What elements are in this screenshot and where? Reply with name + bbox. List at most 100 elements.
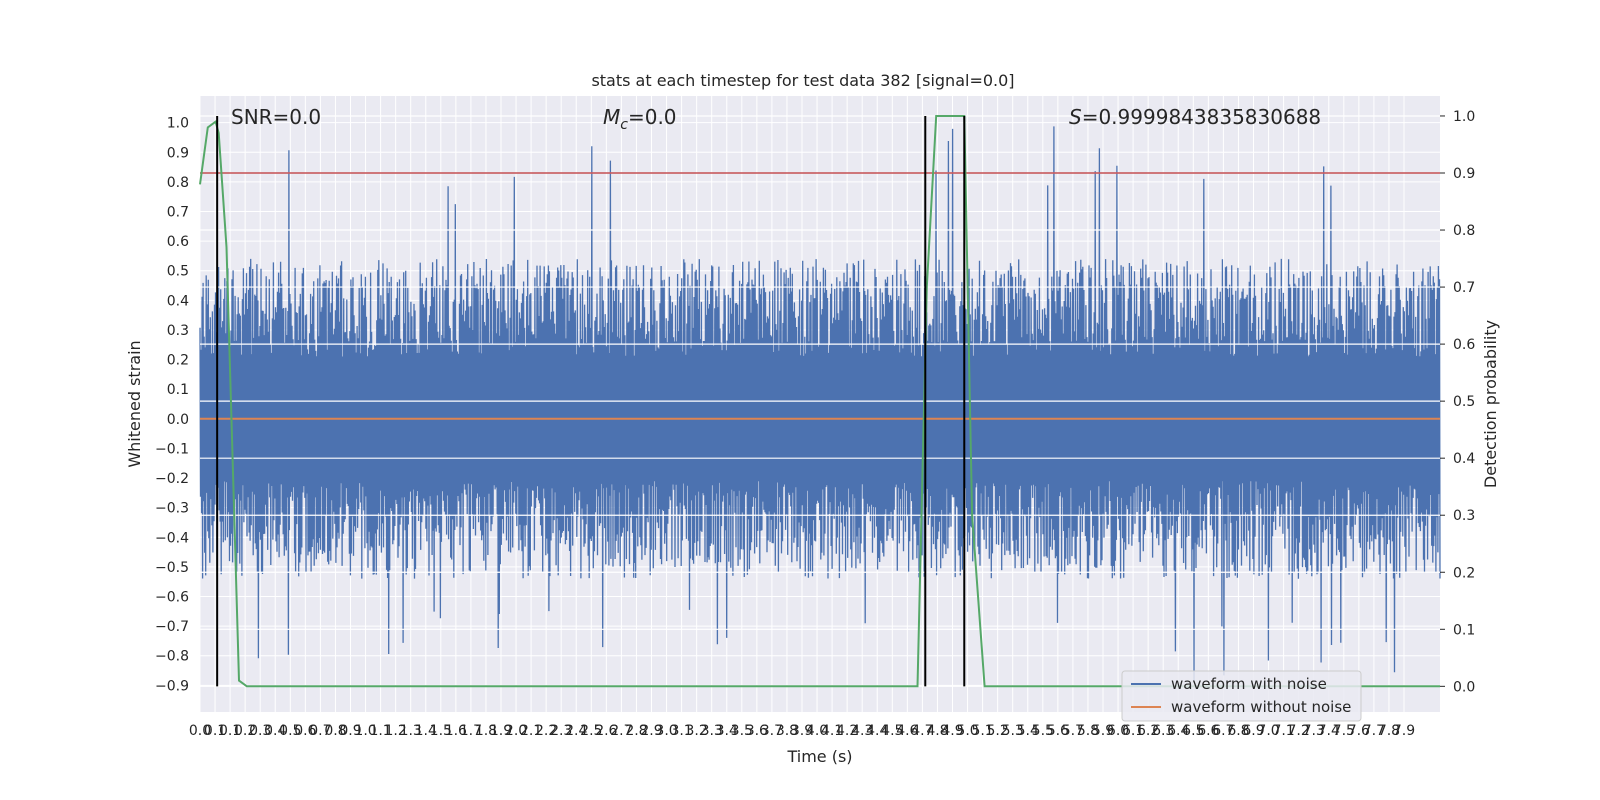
legend-label-clean: waveform without noise (1171, 698, 1351, 716)
x-tick-label: 0.1 (204, 723, 226, 739)
left-y-tick-label: −0.9 (155, 678, 189, 694)
right-y-tick-label: 0.2 (1453, 565, 1475, 581)
x-tick-label: 1.4 (415, 723, 437, 739)
x-tick-label: 5.8 (1077, 723, 1099, 739)
x-tick-label: 3.2 (686, 723, 708, 739)
x-tick-label: 2.9 (640, 723, 662, 739)
x-tick-label: 5.7 (1062, 723, 1084, 739)
right-y-tick-label: 0.9 (1453, 166, 1475, 182)
left-y-tick-label: 0.4 (167, 293, 189, 309)
left-y-tick-label: −0.6 (155, 590, 189, 606)
left-y-tick-label: 0.3 (167, 323, 189, 339)
x-tick-label: 6.6 (1197, 723, 1219, 739)
right-y-tick-label: 0.4 (1453, 451, 1475, 467)
left-y-tick-label: −0.2 (155, 471, 189, 487)
snr-annotation: SNR=0.0 (231, 105, 321, 129)
left-y-tick-label: −0.5 (155, 560, 189, 576)
chirp-mass-annotation: Mc=0.0 (603, 105, 677, 133)
vertical-markers (216, 115, 966, 687)
x-tick-label: 2.5 (580, 723, 602, 739)
x-tick-label: 0.5 (279, 723, 301, 739)
x-tick-label: 7.1 (1272, 723, 1294, 739)
x-axis-ticks: 0.00.10.10.20.30.40.50.60.70.80.91.01.11… (189, 723, 1415, 739)
x-tick-label: 5.5 (1032, 723, 1054, 739)
x-tick-label: 2.1 (520, 723, 542, 739)
x-tick-label: 0.2 (234, 723, 256, 739)
x-tick-label: 3.3 (701, 723, 723, 739)
legend: waveform with noise waveform without noi… (1121, 670, 1362, 722)
chirp-mass-subscript: c (620, 117, 628, 133)
x-tick-label: 2.6 (595, 723, 617, 739)
left-y-tick-label: −0.3 (155, 501, 189, 517)
x-tick-label: 0.1 (219, 723, 241, 739)
left-y-tick-label: 0.1 (167, 382, 189, 398)
x-tick-label: 1.5 (430, 723, 452, 739)
x-tick-label: 4.2 (836, 723, 858, 739)
x-tick-label: 1.0 (354, 723, 376, 739)
x-tick-label: 1.6 (445, 723, 467, 739)
x-tick-label: 7.3 (1303, 723, 1325, 739)
x-tick-label: 3.6 (746, 723, 768, 739)
legend-label-noise: waveform with noise (1171, 675, 1327, 693)
x-tick-label: 4.8 (926, 723, 948, 739)
score-value: =0.9999843835830688 (1082, 105, 1321, 129)
left-y-axis-ticks: 1.0 0.9 0.8 0.7 0.6 0.5 0.4 0.3 0.2 0.1 0.0 −0.1 −0.… (155, 116, 189, 695)
right-y-axis-label: Detection probability (1481, 320, 1500, 488)
x-tick-label: 5.6 (1047, 723, 1069, 739)
left-y-tick-label: 0.2 (167, 353, 189, 369)
x-tick-label: 6.7 (1212, 723, 1234, 739)
left-y-tick-label: 0.9 (167, 145, 189, 161)
x-axis-label: Time (s) (786, 747, 852, 766)
x-tick-label: 6.5 (1182, 723, 1204, 739)
x-tick-label: 5.2 (987, 723, 1009, 739)
detection-probability-line (199, 115, 1440, 688)
x-tick-label: 4.4 (866, 723, 888, 739)
right-y-tick-label: 0.5 (1453, 394, 1475, 410)
right-y-tick-label: 1.0 (1453, 109, 1475, 125)
x-tick-label: 1.9 (490, 723, 512, 739)
x-tick-label: 6.1 (1122, 723, 1144, 739)
x-tick-label: 4.0 (806, 723, 828, 739)
x-tick-label: 6.9 (1242, 723, 1264, 739)
x-tick-label: 4.5 (881, 723, 903, 739)
chart-title: stats at each timestep for test data 382… (591, 71, 1014, 90)
left-y-tick-label: 1.0 (167, 116, 189, 132)
x-tick-label: 2.8 (625, 723, 647, 739)
x-tick-label: 4.9 (941, 723, 963, 739)
x-tick-label: 4.7 (911, 723, 933, 739)
left-y-tick-label: −0.7 (155, 619, 189, 635)
right-y-tick-label: 0.6 (1453, 337, 1475, 353)
x-tick-label: 6.2 (1137, 723, 1159, 739)
x-tick-label: 2.2 (535, 723, 557, 739)
x-tick-label: 1.3 (400, 723, 422, 739)
x-tick-label: 0.3 (249, 723, 271, 739)
right-y-tick-label: 0.7 (1453, 280, 1475, 296)
x-tick-label: 5.9 (1092, 723, 1114, 739)
x-tick-label: 3.4 (716, 723, 738, 739)
x-tick-label: 7.4 (1318, 723, 1340, 739)
left-y-tick-label: 0.8 (167, 175, 189, 191)
right-y-axis-ticks: 1.0 0.9 0.8 0.7 0.6 0.5 0.4 0.3 0.2 0.1 0.0 (1440, 109, 1475, 695)
x-tick-label: 5.3 (1002, 723, 1024, 739)
x-tick-label: 7.9 (1393, 723, 1415, 739)
left-y-tick-label: 0.0 (167, 412, 189, 428)
left-y-tick-label: −0.8 (155, 649, 189, 665)
right-y-tick-label: 0.1 (1453, 622, 1475, 638)
x-tick-label: 6.3 (1152, 723, 1174, 739)
x-tick-label: 0.0 (189, 723, 211, 739)
x-tick-label: 0.8 (324, 723, 346, 739)
x-tick-label: 6.4 (1167, 723, 1189, 739)
x-tick-label: 1.7 (460, 723, 482, 739)
x-tick-label: 7.6 (1348, 723, 1370, 739)
score-annotation: S=0.9999843835830688 (1069, 105, 1321, 129)
x-tick-label: 0.6 (294, 723, 316, 739)
legend-box (1121, 670, 1362, 722)
right-y-tick-label: 0.3 (1453, 508, 1475, 524)
x-tick-label: 2.3 (550, 723, 572, 739)
x-tick-label: 6.0 (1107, 723, 1129, 739)
detection-probability-series (199, 115, 1440, 688)
left-y-tick-label: 0.5 (167, 264, 189, 280)
x-tick-label: 0.9 (339, 723, 361, 739)
